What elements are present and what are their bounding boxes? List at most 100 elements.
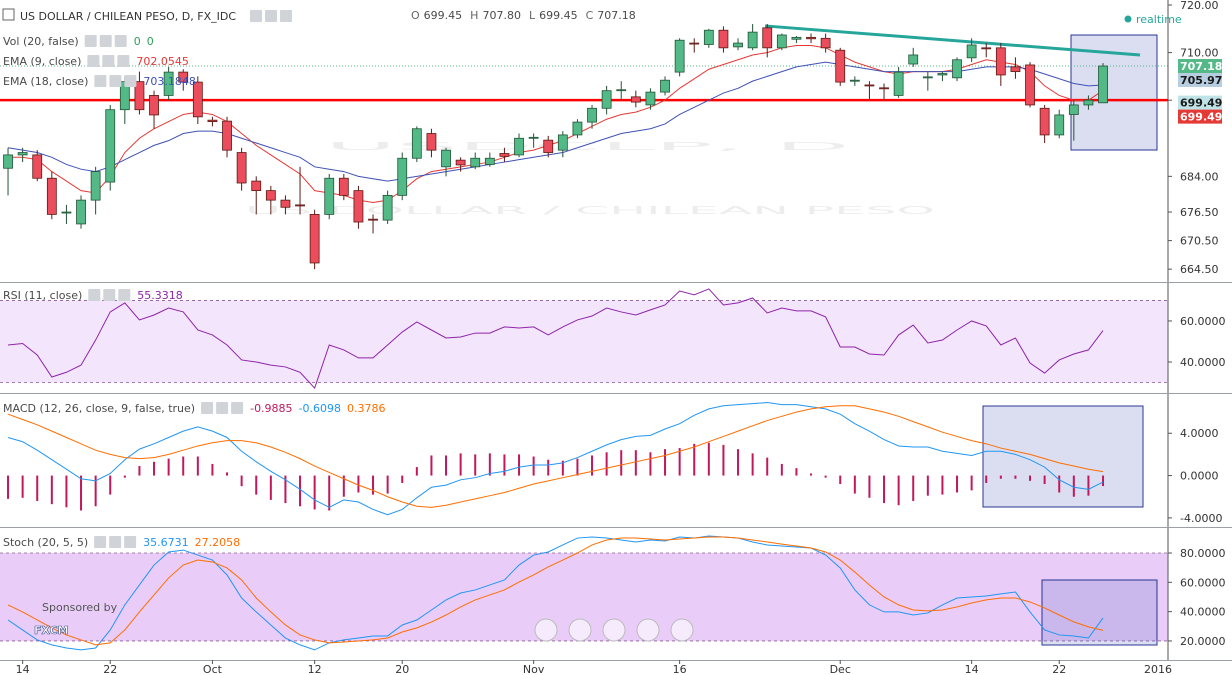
candle-body: [1025, 64, 1035, 106]
y-tick-label: 4.0000: [1180, 427, 1219, 440]
nav-button: [670, 618, 694, 642]
candle-body: [61, 211, 72, 214]
candle-body: [134, 81, 145, 111]
x-tick-label: 14: [965, 663, 979, 675]
histogram-bar: [401, 475, 404, 483]
histogram-bar: [532, 456, 535, 476]
indicator-line: [7, 288, 1104, 390]
candle-body: [835, 49, 846, 83]
legend-icon: [231, 402, 244, 414]
y-tick-label: 20.0000: [1180, 635, 1226, 648]
candle-body: [149, 95, 159, 116]
ohlc-value: 699.45: [424, 9, 463, 22]
ohlc-value: 707.80: [482, 9, 521, 22]
price-label-bg: [1178, 73, 1222, 88]
legend-icon: [87, 55, 100, 67]
histogram-bar: [897, 475, 900, 506]
candle-body: [981, 47, 992, 50]
candle-body: [280, 199, 291, 208]
candle-body: [163, 71, 174, 96]
price-label: 707.18: [1180, 60, 1222, 73]
realtime-status: realtime: [1136, 13, 1182, 26]
indicator-title: Stoch (20, 5, 5): [3, 536, 88, 549]
x-tick-label: 22: [1052, 663, 1066, 675]
indicator-title: RSI (11, close): [3, 289, 82, 302]
candle-body: [820, 37, 831, 49]
ohlc-label: H: [470, 9, 478, 22]
legend-icon: [118, 289, 131, 301]
histogram-bar: [123, 475, 126, 478]
indicator-line: [7, 402, 1104, 516]
nav-button: [636, 618, 660, 642]
candle-body: [382, 194, 393, 221]
volume-value: 0: [134, 35, 141, 48]
legend-icon: [102, 55, 115, 67]
histogram-bar: [211, 463, 214, 476]
nav-button: [568, 618, 592, 642]
histogram-bar: [941, 475, 944, 495]
candle-body: [791, 36, 802, 40]
histogram-bar: [576, 458, 579, 476]
legend-icon: [109, 536, 122, 548]
histogram-bar: [824, 475, 827, 478]
candle-body: [908, 54, 919, 65]
price-label: 699.49: [1180, 111, 1222, 124]
sponsor-text: Sponsored by: [42, 601, 118, 614]
candle-body: [1098, 65, 1108, 104]
histogram-bar: [284, 475, 287, 504]
candle-body: [776, 34, 787, 49]
histogram-bar: [1102, 475, 1105, 487]
y-tick-label: 40.0000: [1180, 606, 1226, 619]
price-label-bg: [1178, 95, 1222, 110]
legend-label: EMA (9, close): [3, 55, 81, 68]
histogram-bar: [591, 455, 594, 476]
histogram-bar: [722, 444, 725, 476]
legend-icon: [280, 10, 292, 22]
histogram-bar: [386, 475, 389, 494]
y-tick-label: -4.0000: [1180, 512, 1222, 525]
candle-body: [893, 71, 904, 96]
candle-body: [1083, 99, 1094, 106]
histogram-bar: [357, 475, 360, 493]
histogram-bar: [459, 453, 462, 476]
candle-body: [207, 119, 218, 123]
histogram-bar: [299, 475, 302, 507]
y-tick-label: 676.50: [1180, 206, 1219, 219]
realtime-dot: [1124, 15, 1132, 23]
histogram-bar: [810, 473, 813, 476]
x-tick-label: 22: [103, 663, 117, 675]
histogram-bar: [766, 457, 769, 476]
x-tick-label: Oct: [203, 663, 223, 675]
histogram-bar: [693, 443, 696, 476]
histogram-bar: [65, 475, 68, 508]
histogram-bar: [664, 449, 667, 476]
candle-body: [966, 44, 977, 59]
histogram-bar: [21, 475, 24, 498]
chart-title: US DOLLAR / CHILEAN PESO, D, FX_IDC: [20, 10, 236, 23]
histogram-bar: [985, 475, 988, 483]
nav-button: [602, 618, 626, 642]
candle-body: [295, 204, 305, 207]
legend-icon: [109, 75, 122, 87]
histogram-bar: [1087, 475, 1090, 496]
indicator-line: [7, 535, 1104, 651]
annotation-box: [1041, 579, 1158, 646]
indicator-value: 0.3786: [347, 402, 386, 415]
candle-body: [703, 29, 714, 45]
histogram-bar: [138, 466, 141, 476]
x-tick-label: Dec: [830, 663, 851, 675]
candle-body: [178, 71, 189, 83]
candle-body: [995, 47, 1006, 76]
legend-icon: [88, 289, 101, 301]
histogram-bar: [1058, 475, 1061, 493]
histogram-bar: [707, 442, 710, 476]
collapse-icon: [2, 8, 15, 21]
histogram-bar: [678, 448, 681, 476]
price-label-bg: [1178, 109, 1222, 124]
histogram-bar: [313, 475, 316, 510]
legend-icon: [84, 35, 97, 47]
histogram-bar: [328, 475, 331, 511]
histogram-bar: [912, 475, 915, 501]
x-tick-label: Nov: [523, 663, 545, 675]
nav-button: [534, 618, 558, 642]
